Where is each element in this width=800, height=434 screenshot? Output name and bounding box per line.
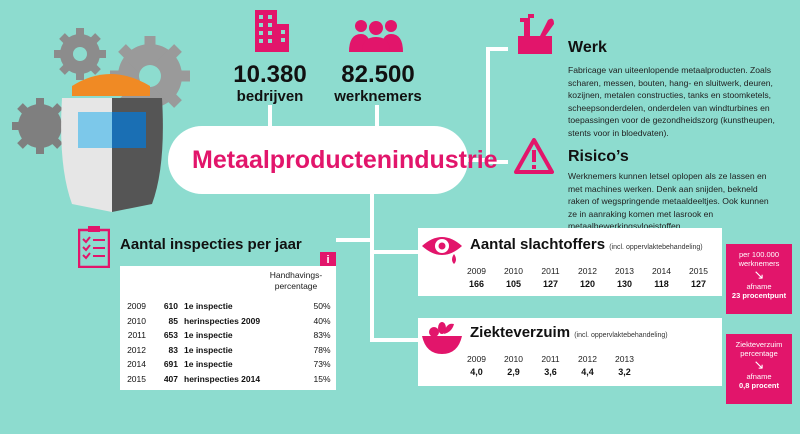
connector [486, 47, 508, 51]
risicos-title: Risico’s [568, 148, 629, 165]
bedrijven-label: bedrijven [236, 88, 304, 105]
slachtoffers-panel [418, 228, 722, 296]
slachtoffers-note: (incl. oppervlaktebehandeling) [609, 244, 703, 251]
tools-icon [518, 14, 554, 54]
table-row: 2015 407 herinspecties 2014 15% [127, 374, 331, 384]
table-row: 2012 83 1e inspectie 78% [127, 345, 331, 355]
verzuim-panel [418, 318, 722, 386]
verzuim-title: Ziekteverzuim [470, 324, 571, 341]
handhaving-header-line1: Handhavings- [269, 270, 323, 280]
verzuim-note: (incl. oppervlaktebehandeling) [574, 332, 668, 339]
verzuim-values: 4,0 2,9 3,6 4,4 3,2 [470, 367, 631, 377]
connector [468, 158, 488, 162]
crying-eye-icon [422, 237, 462, 264]
inspecties-title: Aantal inspecties per jaar [120, 236, 302, 253]
slachtoffers-title: Aantal slachtoffers [470, 236, 606, 253]
info-icon[interactable]: i [320, 252, 336, 268]
title-pill [168, 126, 468, 194]
werk-title: Werk [568, 39, 607, 56]
connector [486, 160, 508, 164]
verzuim-years: 2009 2010 2011 2012 2013 [467, 354, 634, 364]
connector [486, 47, 490, 163]
werk-text: Fabricage van uiteenlopende metaalproduc… [568, 65, 775, 138]
verzuim-heading: Ziekteverzuim (incl. oppervlaktebehandel… [470, 324, 668, 341]
slachtoffers-values: 166 105 127 120 130 118 127 [468, 279, 707, 289]
slachtoffers-badge: per 100.000 werknemers ↘ afname 23 proce… [726, 244, 792, 314]
inspecties-table [120, 266, 336, 390]
verzuim-badge: Ziekteverzuim percentage ↘ afname 0,8 pr… [726, 334, 792, 404]
people-icon [349, 20, 403, 52]
checklist-icon [78, 226, 110, 268]
connector [336, 238, 372, 242]
warning-icon [514, 138, 554, 174]
table-row: 2010 85 herinspecties 2009 40% [127, 316, 331, 326]
connector [372, 338, 418, 342]
table-row: 2009 610 1e inspectie 50% [127, 301, 331, 311]
table-row: 2014 691 1e inspectie 73% [127, 359, 331, 369]
table-row: 2011 653 1e inspectie 83% [127, 330, 331, 340]
arrow-down-right-icon: ↘ [753, 267, 765, 282]
connector [372, 250, 418, 254]
connector [375, 105, 379, 129]
werknemers-label: werknemers [334, 88, 422, 105]
page-title: Metaalproductenindustrie [192, 146, 498, 174]
building-icon [255, 10, 289, 52]
slachtoffers-heading: Aantal slachtoffers (incl. oppervlaktebe… [470, 236, 703, 253]
slachtoffers-years: 2009 2010 2011 2012 2013 2014 2015 [467, 266, 708, 276]
connector [370, 192, 374, 342]
fruit-bowl-icon [422, 322, 462, 354]
arrow-down-right-icon: ↘ [753, 357, 765, 372]
welding-mask-gears-illustration [12, 28, 190, 212]
gear-icon [12, 98, 68, 154]
risicos-text: Werknemers kunnen letsel oplopen als ze … [568, 171, 769, 231]
bedrijven-count: 10.380 [233, 61, 307, 88]
handhaving-header-line2: percentage [274, 281, 318, 291]
connector [268, 105, 272, 129]
gear-icon [54, 28, 106, 80]
werknemers-count: 82.500 [341, 61, 415, 88]
